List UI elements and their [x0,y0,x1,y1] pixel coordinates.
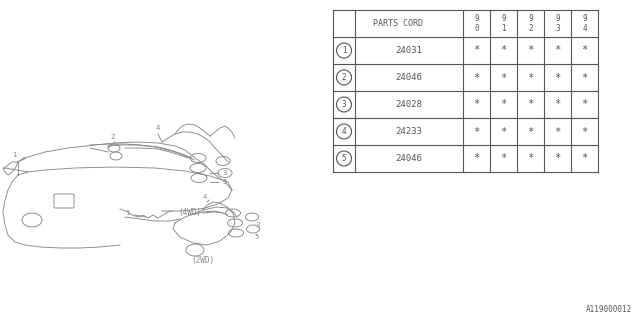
Text: 2: 2 [528,24,533,33]
Text: *: * [500,126,507,137]
Text: *: * [581,100,588,109]
Text: 24028: 24028 [396,100,422,109]
Text: *: * [527,73,534,83]
Text: *: * [474,154,479,164]
Text: 24233: 24233 [396,127,422,136]
Text: 3: 3 [256,222,260,228]
Text: 5: 5 [342,154,346,163]
Text: 24046: 24046 [396,73,422,82]
Text: *: * [581,126,588,137]
Text: 3: 3 [342,100,346,109]
Text: 5: 5 [223,179,227,185]
Text: *: * [500,45,507,55]
Text: *: * [581,45,588,55]
Text: *: * [554,45,561,55]
Text: 3: 3 [555,24,560,33]
Text: *: * [500,100,507,109]
Text: *: * [554,126,561,137]
Text: A119000012: A119000012 [586,305,632,314]
Text: 2: 2 [111,134,115,140]
Text: *: * [554,73,561,83]
Text: *: * [527,154,534,164]
Text: *: * [474,126,479,137]
Text: *: * [527,100,534,109]
Text: 9: 9 [474,13,479,23]
Text: *: * [554,100,561,109]
Text: (2WD): (2WD) [191,255,214,265]
Text: 4: 4 [203,194,207,200]
Text: 1: 1 [125,210,129,216]
Text: 3: 3 [223,170,227,176]
Text: *: * [554,154,561,164]
Text: *: * [527,126,534,137]
Text: (4WD): (4WD) [179,209,202,218]
Text: PARTS CORD: PARTS CORD [373,19,423,28]
Text: 9: 9 [555,13,560,23]
Text: 2: 2 [342,73,346,82]
Text: *: * [474,45,479,55]
Text: 24031: 24031 [396,46,422,55]
Text: *: * [500,73,507,83]
Text: 4: 4 [156,125,160,131]
Text: *: * [474,73,479,83]
Text: 9: 9 [501,13,506,23]
Text: *: * [500,154,507,164]
Text: *: * [474,100,479,109]
Text: 1: 1 [501,24,506,33]
Text: *: * [581,73,588,83]
Text: 0: 0 [474,24,479,33]
Text: *: * [527,45,534,55]
Text: 4: 4 [342,127,346,136]
Text: 9: 9 [528,13,533,23]
Text: 24046: 24046 [396,154,422,163]
Text: 9: 9 [582,13,587,23]
Text: 4: 4 [582,24,587,33]
Text: 1: 1 [342,46,346,55]
Text: 5: 5 [255,234,259,240]
Text: *: * [581,154,588,164]
Text: 1: 1 [12,152,16,158]
